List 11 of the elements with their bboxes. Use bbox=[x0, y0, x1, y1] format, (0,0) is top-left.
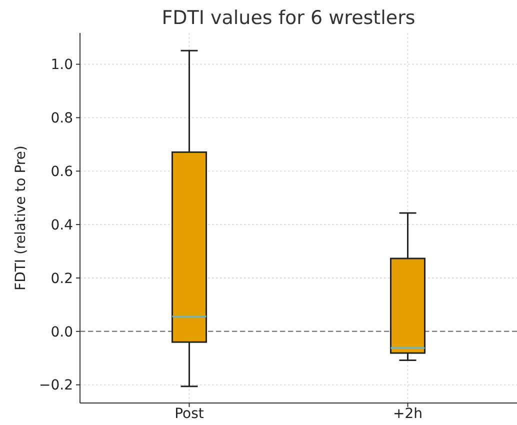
y-tick-label: 0.0 bbox=[50, 324, 73, 340]
y-tick-label: −0.2 bbox=[39, 378, 73, 394]
y-tick-label: 0.8 bbox=[50, 110, 73, 127]
chart-title: FDTI values for 6 wrestlers bbox=[162, 7, 416, 29]
y-axis-title: FDTI (relative to Pre) bbox=[13, 146, 29, 290]
y-tick-label: 0.4 bbox=[50, 217, 74, 234]
x-tick-label: Post bbox=[174, 406, 204, 422]
x-tick-label: +2h bbox=[392, 406, 423, 422]
y-tick-label: 0.6 bbox=[50, 164, 74, 180]
y-tick-label: 0.2 bbox=[50, 270, 73, 287]
y-tick-label: 1.0 bbox=[50, 57, 73, 74]
